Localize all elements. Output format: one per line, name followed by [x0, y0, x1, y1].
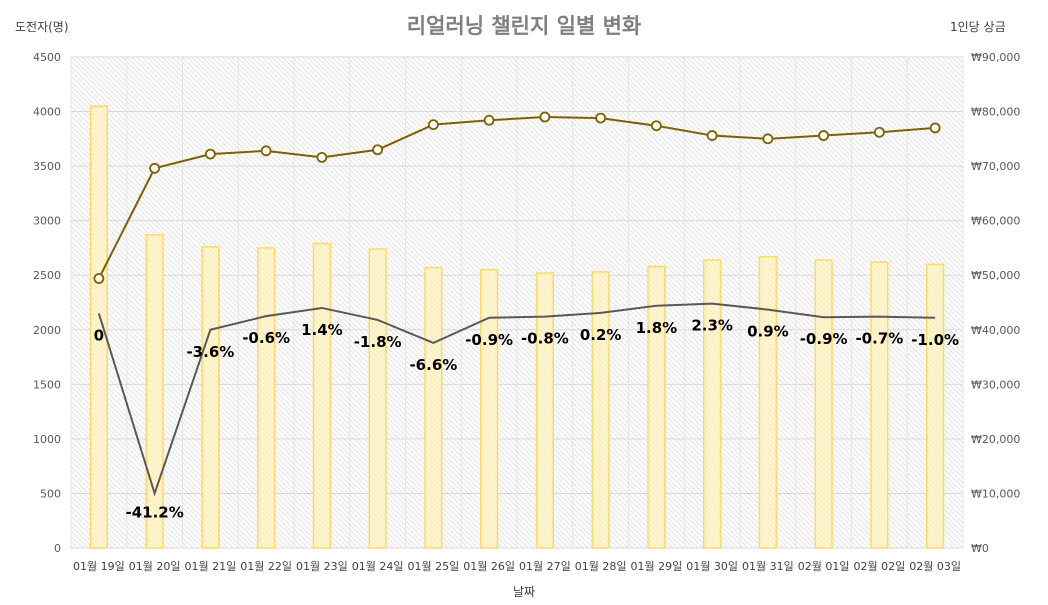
point: [650, 120, 662, 132]
point: [873, 126, 885, 138]
y-left-tick-label: 2500: [33, 269, 61, 282]
x-tick-label: 01월 21일: [185, 559, 237, 573]
data-label: 2.3%: [691, 317, 733, 335]
bar: [145, 234, 164, 549]
bar: [535, 272, 554, 549]
point: [372, 144, 384, 156]
y-right-tick-label: ₩90,000: [971, 51, 1020, 64]
bar: [201, 246, 220, 549]
left-axis-title: 도전자(명): [15, 20, 69, 34]
x-tick-label: 01월 22일: [240, 559, 292, 573]
bar: [647, 265, 666, 549]
bar: [591, 271, 610, 549]
y-right-tick-label: ₩80,000: [971, 106, 1020, 119]
x-tick-label: 01월 28일: [575, 559, 627, 573]
y-left-tick-label: 2000: [33, 324, 61, 337]
data-label: 1.4%: [301, 321, 343, 339]
y-left-tick-label: 500: [40, 487, 61, 500]
bar: [89, 105, 108, 549]
data-label: -1.0%: [911, 331, 959, 349]
point: [427, 119, 439, 131]
bar: [703, 259, 722, 549]
x-tick-label: 01월 29일: [631, 559, 683, 573]
point: [595, 112, 607, 124]
y-right-tick-label: ₩20,000: [971, 433, 1020, 446]
point: [483, 114, 495, 126]
data-label: -6.6%: [409, 356, 457, 374]
data-label: 0: [94, 326, 104, 344]
bar: [870, 261, 889, 549]
y-left-tick-label: 1500: [33, 378, 61, 391]
bar: [312, 242, 331, 549]
point: [762, 133, 774, 145]
point: [818, 130, 830, 141]
bar: [257, 247, 276, 549]
data-label: -3.6%: [186, 343, 234, 361]
y-left-tick-label: 3500: [33, 160, 61, 173]
point: [204, 148, 216, 160]
data-label: -0.8%: [521, 330, 569, 348]
data-label: 0.9%: [747, 323, 789, 341]
bar: [814, 259, 833, 549]
bar: [758, 255, 777, 549]
point: [929, 122, 941, 134]
y-left-tick-label: 1000: [33, 433, 61, 446]
data-label: -0.6%: [242, 329, 290, 347]
x-tick-label: 01월 26일: [463, 559, 515, 573]
y-right-tick-label: ₩30,000: [971, 378, 1020, 391]
bar: [480, 269, 499, 549]
data-label: 0.2%: [580, 326, 622, 344]
x-tick-label: 01월 27일: [519, 559, 571, 573]
point: [316, 151, 328, 163]
bar: [368, 248, 387, 549]
x-tick-label: 02월 01일: [798, 559, 850, 573]
x-tick-label: 02월 02일: [854, 559, 906, 573]
x-tick-label: 02월 03일: [909, 559, 961, 573]
data-label: 1.8%: [636, 319, 678, 337]
y-right-tick-label: ₩0: [971, 542, 989, 555]
point: [706, 130, 718, 141]
data-label: -0.9%: [800, 330, 848, 348]
y-right-tick-label: ₩50,000: [971, 269, 1020, 282]
y-right-tick-label: ₩40,000: [971, 324, 1020, 337]
point: [260, 145, 272, 157]
point: [149, 162, 161, 174]
x-tick-label: 01월 30일: [686, 559, 738, 573]
x-tick-label: 01월 24일: [352, 559, 404, 573]
bar: [424, 266, 443, 549]
data-label: -0.9%: [465, 331, 513, 349]
x-tick-label: 01월 25일: [408, 559, 460, 573]
point: [539, 111, 551, 123]
y-right-tick-label: ₩70,000: [971, 160, 1020, 173]
y-left-tick-label: 4000: [33, 106, 61, 119]
y-left-tick-label: 3000: [33, 215, 61, 228]
x-tick-label: 01월 19일: [73, 559, 125, 573]
x-tick-label: 01월 20일: [129, 559, 181, 573]
x-axis-title: 날짜: [512, 585, 536, 599]
y-right-tick-label: ₩60,000: [971, 215, 1020, 228]
point: [93, 273, 105, 284]
right-axis-title: 1인당 상금: [950, 20, 1006, 34]
x-tick-label: 01월 31일: [742, 559, 794, 573]
bar: [926, 263, 945, 549]
line-series-brown: [97, 116, 936, 279]
x-tick-label: 01월 23일: [296, 559, 348, 573]
data-label: -41.2%: [125, 503, 183, 521]
data-label: -0.7%: [855, 330, 903, 348]
chart-title: 리얼러닝 챌린지 일별 변화: [406, 14, 642, 38]
y-left-tick-label: 4500: [33, 51, 61, 64]
line-series-gray: [97, 302, 936, 497]
y-left-tick-label: 0: [54, 542, 61, 555]
y-right-tick-label: ₩10,000: [971, 487, 1020, 500]
data-label: -1.8%: [354, 333, 402, 351]
